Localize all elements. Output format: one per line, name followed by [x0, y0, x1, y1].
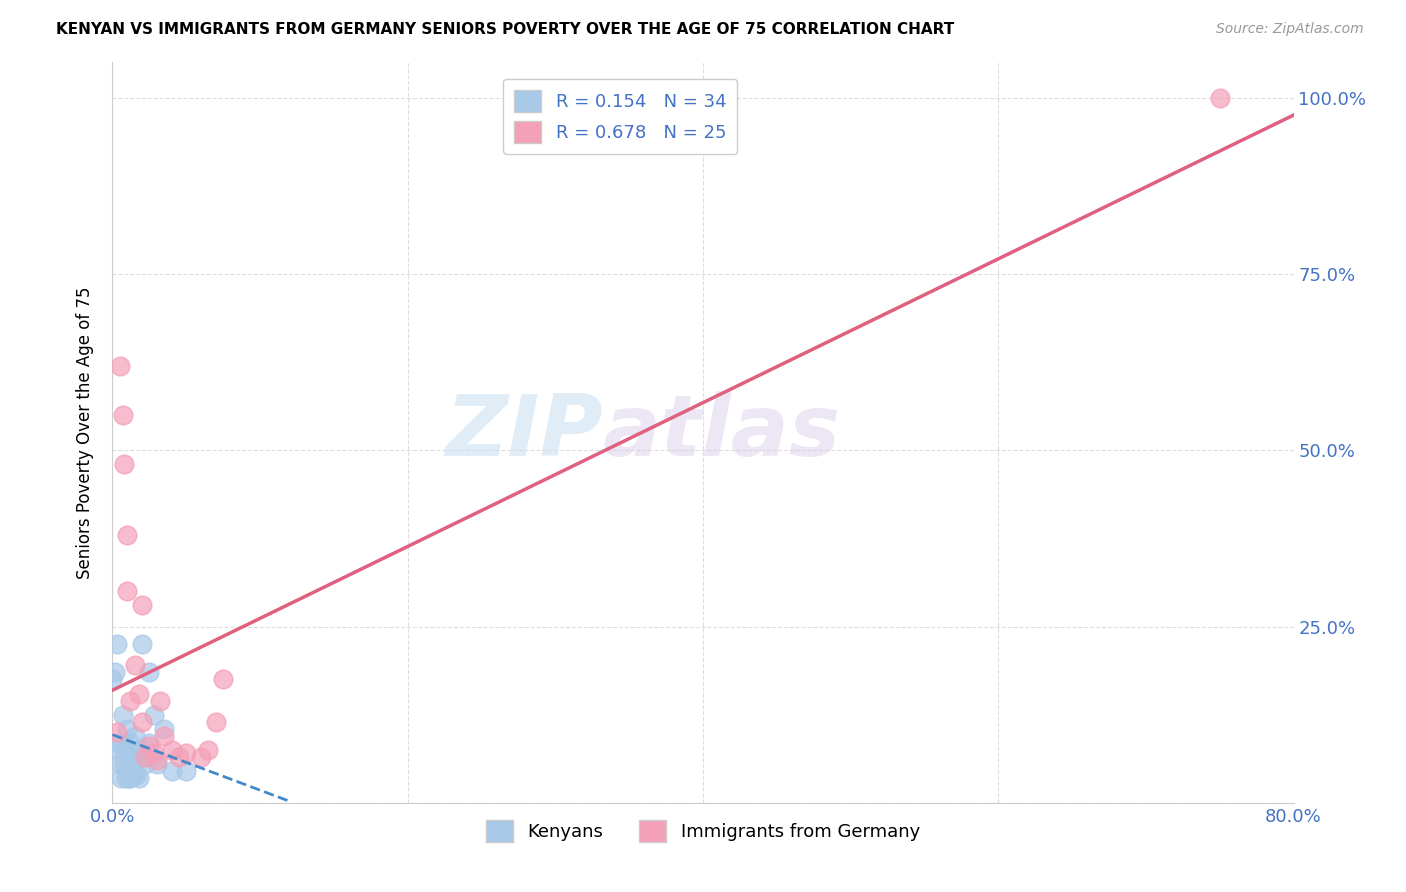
- Point: [105, 725, 128, 739]
- Point: [108, 359, 131, 373]
- Point: [111, 408, 134, 422]
- Point: [146, 757, 169, 772]
- Point: [112, 458, 135, 472]
- Point: [142, 747, 165, 761]
- Point: [174, 764, 197, 778]
- Point: [117, 764, 138, 778]
- Point: [121, 757, 143, 772]
- Point: [105, 637, 128, 651]
- Point: [107, 743, 129, 757]
- Point: [134, 757, 156, 772]
- Point: [138, 736, 160, 750]
- Point: [131, 637, 153, 651]
- Point: [117, 722, 138, 736]
- Point: [125, 767, 148, 781]
- Point: [117, 584, 138, 599]
- Point: [122, 767, 145, 781]
- Point: [1208, 91, 1232, 105]
- Point: [120, 771, 142, 785]
- Point: [131, 599, 153, 613]
- Point: [134, 750, 156, 764]
- Point: [153, 729, 176, 743]
- Legend: Kenyans, Immigrants from Germany: Kenyans, Immigrants from Germany: [478, 813, 928, 849]
- Point: [197, 743, 219, 757]
- Point: [153, 722, 176, 736]
- Point: [110, 771, 132, 785]
- Point: [149, 693, 172, 707]
- Point: [160, 764, 183, 778]
- Point: [190, 750, 212, 764]
- Point: [114, 771, 136, 785]
- Point: [124, 729, 146, 743]
- Point: [111, 707, 134, 722]
- Y-axis label: Seniors Poverty Over the Age of 75: Seniors Poverty Over the Age of 75: [76, 286, 94, 579]
- Point: [128, 686, 150, 700]
- Point: [131, 714, 153, 729]
- Text: atlas: atlas: [603, 391, 841, 475]
- Point: [128, 743, 150, 757]
- Point: [112, 757, 135, 772]
- Point: [117, 750, 138, 764]
- Point: [124, 658, 146, 673]
- Point: [142, 707, 165, 722]
- Text: KENYAN VS IMMIGRANTS FROM GERMANY SENIORS POVERTY OVER THE AGE OF 75 CORRELATION: KENYAN VS IMMIGRANTS FROM GERMANY SENIOR…: [56, 22, 955, 37]
- Point: [120, 736, 142, 750]
- Point: [120, 693, 142, 707]
- Point: [117, 528, 138, 542]
- Point: [167, 750, 190, 764]
- Point: [131, 750, 153, 764]
- Point: [205, 714, 228, 729]
- Point: [146, 754, 169, 768]
- Point: [138, 665, 160, 680]
- Point: [128, 771, 150, 785]
- Point: [118, 771, 141, 785]
- Point: [160, 743, 183, 757]
- Point: [124, 764, 146, 778]
- Point: [104, 665, 127, 680]
- Point: [108, 757, 131, 772]
- Point: [212, 673, 235, 687]
- Point: [112, 743, 135, 757]
- Point: [101, 673, 124, 687]
- Point: [138, 739, 160, 754]
- Point: [174, 747, 197, 761]
- Text: ZIP: ZIP: [444, 391, 603, 475]
- Point: [108, 736, 131, 750]
- Text: Source: ZipAtlas.com: Source: ZipAtlas.com: [1216, 22, 1364, 37]
